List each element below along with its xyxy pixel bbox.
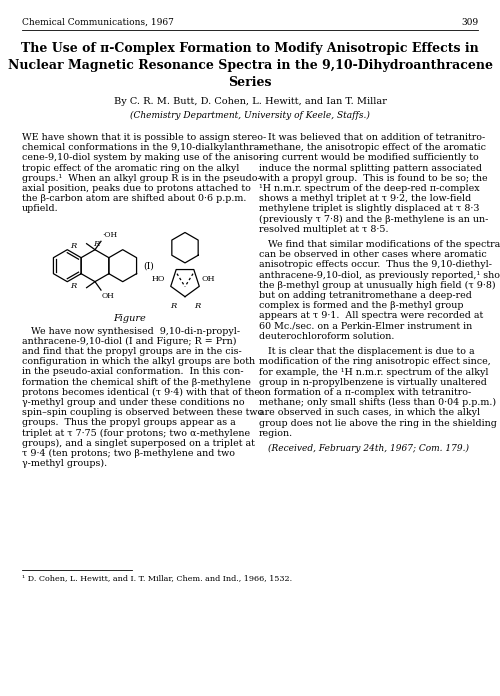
Text: ·OH: ·OH <box>102 231 117 239</box>
Text: (Chemistry Department, University of Keele, Staffs.): (Chemistry Department, University of Kee… <box>130 111 370 120</box>
Text: The Use of π-Complex Formation to Modify Anisotropic Effects in: The Use of π-Complex Formation to Modify… <box>21 42 479 55</box>
Text: spin–spin coupling is observed between these two: spin–spin coupling is observed between t… <box>22 409 263 418</box>
Text: (previously τ 7·8) and the β-methylene is an un-: (previously τ 7·8) and the β-methylene i… <box>259 214 488 223</box>
Text: for example, the ¹H n.m.r. spectrum of the alkyl: for example, the ¹H n.m.r. spectrum of t… <box>259 367 488 377</box>
Text: but on adding tetranitromethane a deep-red: but on adding tetranitromethane a deep-r… <box>259 291 472 300</box>
Text: the β-carbon atom are shifted about 0·6 p.p.m.: the β-carbon atom are shifted about 0·6 … <box>22 194 246 203</box>
Text: induce the normal splitting pattern associated: induce the normal splitting pattern asso… <box>259 164 482 173</box>
Text: anisotropic effects occur.  Thus the 9,10-diethyl-: anisotropic effects occur. Thus the 9,10… <box>259 260 492 269</box>
Text: resolved multiplet at τ 8·5.: resolved multiplet at τ 8·5. <box>259 225 388 234</box>
Text: Series: Series <box>228 76 272 89</box>
Text: R: R <box>194 301 200 310</box>
Text: region.: region. <box>259 429 293 438</box>
Text: triplet at τ 7·75 (four protons; two α-methylene: triplet at τ 7·75 (four protons; two α-m… <box>22 429 250 438</box>
Text: deuterochloroform solution.: deuterochloroform solution. <box>259 332 394 341</box>
Text: are observed in such cases, in which the alkyl: are observed in such cases, in which the… <box>259 409 480 418</box>
Text: and find that the propyl groups are in the cis-: and find that the propyl groups are in t… <box>22 347 242 356</box>
Text: methane; only small shifts (less than 0·04 p.p.m.): methane; only small shifts (less than 0·… <box>259 398 496 407</box>
Text: HO: HO <box>152 275 166 283</box>
Text: can be observed in other cases where aromatic: can be observed in other cases where aro… <box>259 251 487 260</box>
Text: ¹H n.m.r. spectrum of the deep-red π-complex: ¹H n.m.r. spectrum of the deep-red π-com… <box>259 184 480 193</box>
Text: appears at τ 9·1.  All spectra were recorded at: appears at τ 9·1. All spectra were recor… <box>259 312 483 320</box>
Text: WE have shown that it is possible to assign stereo-: WE have shown that it is possible to ass… <box>22 133 266 142</box>
Text: Figure: Figure <box>114 314 146 323</box>
Text: cene-9,10-diol system by making use of the aniso-: cene-9,10-diol system by making use of t… <box>22 153 262 162</box>
Text: protons becomes identical (τ 9·4) with that of the: protons becomes identical (τ 9·4) with t… <box>22 388 260 397</box>
Text: (Received, February 24th, 1967; Com. 179.): (Received, February 24th, 1967; Com. 179… <box>268 444 469 453</box>
Text: in the pseudo-axial conformation.  In this con-: in the pseudo-axial conformation. In thi… <box>22 367 244 377</box>
Text: formation the chemical shift of the β-methylene: formation the chemical shift of the β-me… <box>22 378 251 387</box>
Text: upfield.: upfield. <box>22 205 59 214</box>
Text: with a propyl group.  This is found to be so; the: with a propyl group. This is found to be… <box>259 174 488 183</box>
Text: Nuclear Magnetic Resonance Spectra in the 9,10-Dihydroanthracene: Nuclear Magnetic Resonance Spectra in th… <box>8 59 492 72</box>
Text: (I): (I) <box>144 261 154 270</box>
Text: ring current would be modified sufficiently to: ring current would be modified sufficien… <box>259 153 479 162</box>
Text: We have now synthesised  9,10-di-n-propyl-: We have now synthesised 9,10-di-n-propyl… <box>22 326 240 335</box>
Text: modification of the ring anisotropic effect since,: modification of the ring anisotropic eff… <box>259 358 491 366</box>
Text: R: R <box>70 282 76 290</box>
Text: the β-methyl group at unusually high field (τ 9·8): the β-methyl group at unusually high fie… <box>259 281 496 290</box>
Text: ¹ D. Cohen, L. Hewitt, and I. T. Millar, Chem. and Ind., 1966, 1532.: ¹ D. Cohen, L. Hewitt, and I. T. Millar,… <box>22 574 292 582</box>
Text: methylene triplet is slightly displaced at τ 8·3: methylene triplet is slightly displaced … <box>259 205 480 214</box>
Text: OH: OH <box>102 292 115 300</box>
Text: anthracene-9,10-diol, as previously reported,¹ shows: anthracene-9,10-diol, as previously repo… <box>259 271 500 280</box>
Text: OH: OH <box>202 275 215 283</box>
Text: axial position, peaks due to protons attached to: axial position, peaks due to protons att… <box>22 184 251 193</box>
Text: groups), and a singlet superposed on a triplet at: groups), and a singlet superposed on a t… <box>22 439 255 448</box>
Text: R: R <box>170 301 176 310</box>
Text: γ-methyl groups).: γ-methyl groups). <box>22 459 107 468</box>
Text: Chemical Communications, 1967: Chemical Communications, 1967 <box>22 18 174 27</box>
Text: γ-methyl group and under these conditions no: γ-methyl group and under these condition… <box>22 398 244 407</box>
Text: shows a methyl triplet at τ 9·2, the low-field: shows a methyl triplet at τ 9·2, the low… <box>259 194 471 203</box>
Text: on formation of a π-complex with tetranitro-: on formation of a π-complex with tetrani… <box>259 388 471 397</box>
Text: R: R <box>93 239 99 248</box>
Text: chemical conformations in the 9,10-dialkylanthra-: chemical conformations in the 9,10-dialk… <box>22 143 262 152</box>
Text: methane, the anisotropic effect of the aromatic: methane, the anisotropic effect of the a… <box>259 143 486 152</box>
Text: complex is formed and the β-methyl group: complex is formed and the β-methyl group <box>259 301 464 310</box>
Text: groups.  Thus the propyl groups appear as a: groups. Thus the propyl groups appear as… <box>22 418 236 427</box>
Text: group does not lie above the ring in the shielding: group does not lie above the ring in the… <box>259 418 497 427</box>
Text: 60 Mc./sec. on a Perkin-Elmer instrument in: 60 Mc./sec. on a Perkin-Elmer instrument… <box>259 322 472 331</box>
Text: group in n-propylbenzene is virtually unaltered: group in n-propylbenzene is virtually un… <box>259 378 487 387</box>
Text: groups.¹  When an alkyl group R is in the pseudo-: groups.¹ When an alkyl group R is in the… <box>22 174 261 183</box>
Text: configuration in which the alkyl groups are both: configuration in which the alkyl groups … <box>22 357 255 366</box>
Text: It is clear that the displacement is due to a: It is clear that the displacement is due… <box>259 347 474 356</box>
Text: We find that similar modifications of the spectra: We find that similar modifications of th… <box>259 240 500 249</box>
Text: anthracene-9,10-diol (I and Figure; R = Prn): anthracene-9,10-diol (I and Figure; R = … <box>22 337 236 346</box>
Text: 309: 309 <box>461 18 478 27</box>
Text: tropic effect of the aromatic ring on the alkyl: tropic effect of the aromatic ring on th… <box>22 164 240 173</box>
Text: It was believed that on addition of tetranitro-: It was believed that on addition of tetr… <box>259 133 485 142</box>
Text: R: R <box>70 242 76 250</box>
Text: τ 9·4 (ten protons; two β-methylene and two: τ 9·4 (ten protons; two β-methylene and … <box>22 449 235 458</box>
Text: By C. R. M. Butt, D. Cohen, L. Hewitt, and Ian T. Millar: By C. R. M. Butt, D. Cohen, L. Hewitt, a… <box>114 97 386 106</box>
